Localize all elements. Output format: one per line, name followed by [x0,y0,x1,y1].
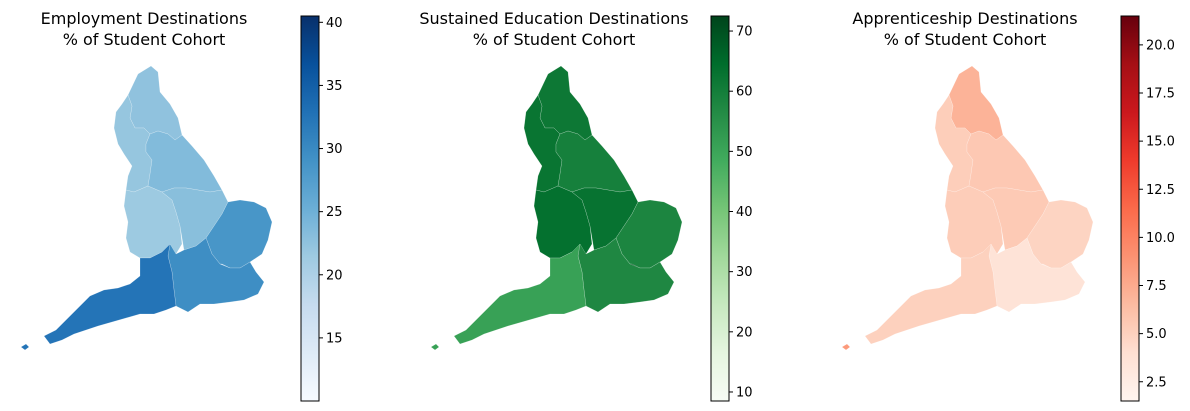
colorbar-tick-label: 10.0 [1146,231,1175,246]
colorbar-frame [300,15,320,402]
region-yorkshire [966,130,1044,193]
colorbar-tick-label: 60 [736,85,753,100]
colorbar: 15 20 25 30 35 40 [300,15,343,402]
region-south-west [864,243,998,345]
colorbar-tick-label: 20 [736,325,753,340]
region-yorkshire [555,130,633,193]
england-regions-map [430,65,683,351]
colorbar: 10 20 30 40 50 60 70 [710,15,753,402]
colorbar-tick-label: 70 [736,25,753,40]
map-title: Apprenticeship Destinations% of Student … [852,9,1077,49]
england-regions-map [841,65,1094,351]
colorbar-tick-label: 30 [736,265,753,280]
colorbar-tick-label: 5.0 [1146,327,1167,342]
region-isles [841,343,851,351]
colorbar-tick-label: 15 [326,331,343,346]
colorbar-tick-label: 35 [326,79,343,94]
colorbar-tick-label: 30 [326,142,343,157]
map-title: Sustained Education Destinations% of Stu… [419,9,688,49]
colorbar-tick-label: 7.5 [1146,279,1167,294]
colorbar-tick-label: 20 [326,268,343,283]
region-south-west [43,243,177,345]
england-regions-map [20,65,273,351]
colorbar-tick-label: 40 [326,16,343,31]
colorbar-tick-label: 40 [736,205,753,220]
colorbar-tick-label: 50 [736,145,753,160]
colorbar-tick-label: 20.0 [1146,38,1175,53]
colorbar-tick-label: 12.5 [1146,183,1175,198]
colorbar-tick-label: 2.5 [1146,375,1167,390]
region-yorkshire [145,130,223,193]
colorbar-gradient [711,16,729,401]
region-isles [20,343,30,351]
region-south-west [453,243,587,345]
colorbar-tick-label: 25 [326,205,343,220]
colorbar: 2.5 5.0 7.5 10.0 12.5 15.0 17.5 20.0 [1120,15,1175,402]
colorbar-frame [710,15,730,402]
panel-employment: Employment Destinations% of Student Coho… [20,9,343,402]
panel-education: Sustained Education Destinations% of Stu… [419,9,753,402]
colorbar-gradient [301,16,319,401]
map-title: Employment Destinations% of Student Coho… [41,9,248,49]
colorbar-tick-label: 15.0 [1146,135,1175,150]
colorbar-gradient [1121,16,1139,401]
colorbar-frame [1120,15,1140,402]
panel-apprenticeship: Apprenticeship Destinations% of Student … [841,9,1175,402]
colorbar-tick-label: 17.5 [1146,87,1175,102]
region-isles [430,343,440,351]
colorbar-tick-label: 10 [736,385,753,400]
